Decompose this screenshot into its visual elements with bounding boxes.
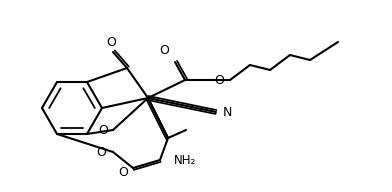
Text: O: O [118,166,128,180]
Text: O: O [96,146,106,160]
Text: NH₂: NH₂ [174,153,196,166]
Text: N: N [223,105,232,118]
Text: O: O [98,124,108,137]
Text: O: O [214,74,224,87]
Text: O: O [159,45,169,57]
Text: O: O [106,36,116,49]
